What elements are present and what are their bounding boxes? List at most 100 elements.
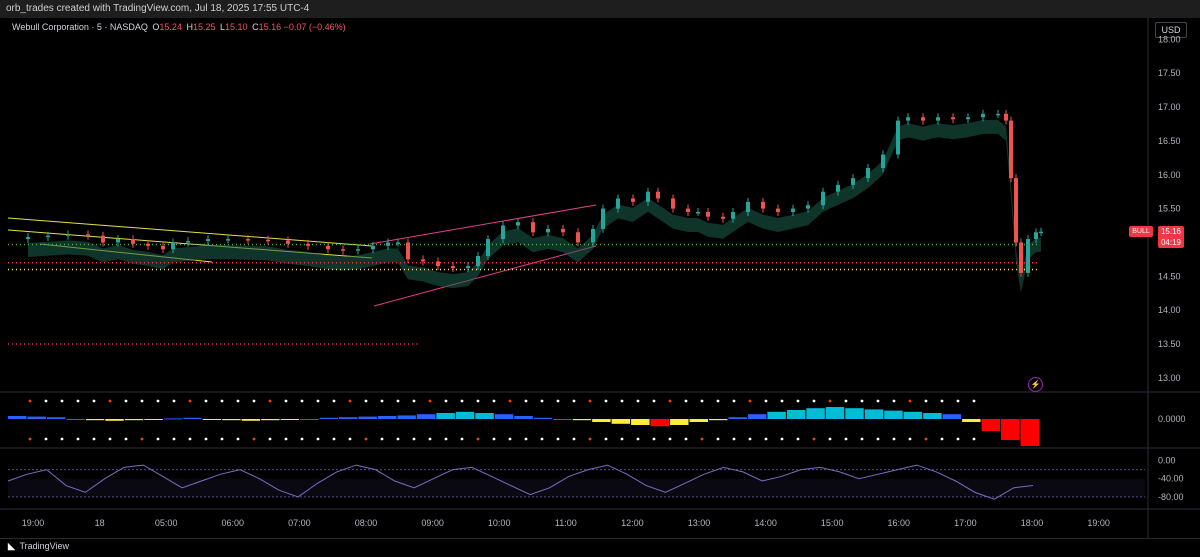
signal-dot <box>700 437 704 441</box>
signal-dot <box>396 399 400 403</box>
histogram-bar <box>962 419 981 422</box>
signal-dot <box>364 437 368 441</box>
bull-badge: BULL <box>1129 226 1153 237</box>
low-label: L <box>220 22 226 32</box>
candle <box>86 234 90 236</box>
signal-dot <box>476 399 480 403</box>
histogram-bar <box>845 408 864 419</box>
lightning-icon[interactable]: ⚡ <box>1028 377 1043 392</box>
signal-dot <box>508 399 512 403</box>
candle <box>646 191 650 202</box>
signal-dot <box>892 399 896 403</box>
candle <box>951 117 955 120</box>
histogram-bar <box>806 408 825 419</box>
signal-dot <box>284 437 288 441</box>
signal-dot <box>748 437 752 441</box>
signal-dot <box>796 437 800 441</box>
signal-dot <box>956 437 960 441</box>
signal-dot <box>524 437 528 441</box>
currency-button[interactable]: USD <box>1155 22 1187 38</box>
signal-dot <box>364 399 368 403</box>
histogram-bar <box>280 419 300 420</box>
histogram-bar <box>8 416 27 419</box>
histogram-bar <box>670 419 689 425</box>
signal-dot <box>188 437 192 441</box>
candle <box>746 201 750 212</box>
channel-line <box>373 245 597 307</box>
signal-dot <box>492 399 496 403</box>
signal-dot <box>636 399 640 403</box>
price-tick: 13.00 <box>1158 373 1181 383</box>
price-tick: 18.00 <box>1158 34 1181 44</box>
chart-frame[interactable] <box>0 18 1200 538</box>
signal-dot <box>540 437 544 441</box>
candle <box>101 235 105 243</box>
osc-band <box>8 478 1145 497</box>
time-axis: 19:00 18 05:00 06:00 07:00 08:00 09:00 10:00 11:… <box>22 518 1110 528</box>
candle <box>731 212 735 219</box>
signal-dot <box>604 437 608 441</box>
signal-dot <box>348 399 352 403</box>
time-tick: 05:00 <box>155 518 178 528</box>
signal-dot <box>396 437 400 441</box>
signal-dot <box>636 437 640 441</box>
candle <box>1004 113 1008 121</box>
tv-mark-icon: ◣ <box>8 541 15 551</box>
signal-dot <box>780 437 784 441</box>
signal-dot <box>508 437 512 441</box>
signal-dot <box>236 437 240 441</box>
signal-dot <box>556 437 560 441</box>
candle <box>761 201 765 209</box>
candle <box>616 198 620 209</box>
signal-dot <box>908 437 912 441</box>
osc-tick: 0.00 <box>1158 456 1176 466</box>
signal-dot <box>252 437 256 441</box>
signal-dot <box>476 437 480 441</box>
chart-svg[interactable]: 0.0000 0.00 -40.00 -80.00 18.00 17.50 17.00 1… <box>0 0 1200 538</box>
signal-dot <box>972 399 976 403</box>
time-tick: 14:00 <box>754 518 777 528</box>
candles <box>26 109 1043 277</box>
histogram-bar <box>105 419 124 421</box>
candle <box>996 113 1000 116</box>
candle <box>341 249 345 251</box>
histogram-bar <box>163 418 183 420</box>
signal-dot <box>188 399 192 403</box>
cloud-area <box>28 119 1041 293</box>
signal-dot <box>108 437 112 441</box>
countdown: 04:19 <box>1160 238 1182 247</box>
price-tick: 17.00 <box>1158 102 1181 112</box>
signal-dots <box>28 399 976 441</box>
candle <box>866 168 870 179</box>
high-value: 15.25 <box>192 22 216 32</box>
candle <box>776 208 780 212</box>
signal-dot <box>444 437 448 441</box>
signal-dot <box>908 399 912 403</box>
signal-dot <box>828 399 832 403</box>
signal-dot <box>876 399 880 403</box>
last-price-tag: 15.16 04:19 <box>1158 226 1184 248</box>
candle <box>406 242 410 260</box>
price-tick: 17.50 <box>1158 68 1181 78</box>
signal-dot <box>44 437 48 441</box>
signal-dot <box>764 399 768 403</box>
histogram-bar <box>650 419 670 427</box>
candle <box>671 198 675 209</box>
signal-dot <box>652 399 656 403</box>
signal-dot <box>44 399 48 403</box>
signal-dot <box>92 399 96 403</box>
candle <box>1034 232 1038 240</box>
time-tick: 13:00 <box>688 518 711 528</box>
signal-dot <box>140 437 144 441</box>
signal-dot <box>812 399 816 403</box>
tradingview-logo[interactable]: ◣ TradingView <box>8 541 69 552</box>
histogram-bar <box>708 419 728 421</box>
signal-dot <box>812 437 816 441</box>
signal-dot <box>684 437 688 441</box>
signal-dot <box>780 399 784 403</box>
candle <box>791 208 795 212</box>
signal-dot <box>604 399 608 403</box>
signal-dot <box>668 399 672 403</box>
signal-dot <box>876 437 880 441</box>
brand-label: TradingView <box>19 541 69 551</box>
